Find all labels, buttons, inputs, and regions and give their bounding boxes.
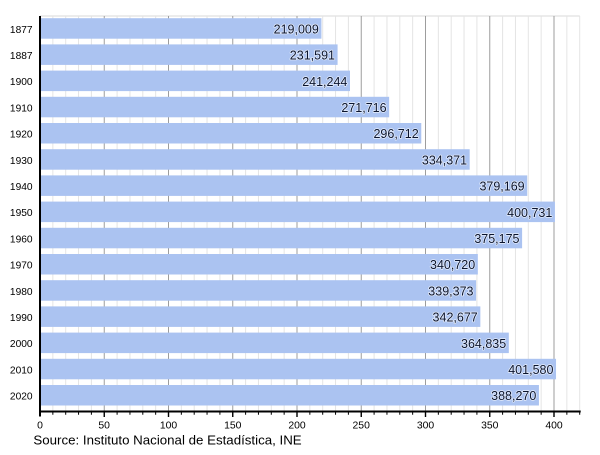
svg-text:1990: 1990 [10, 313, 33, 324]
svg-text:400,731: 400,731 [507, 206, 552, 220]
svg-text:2010: 2010 [10, 365, 33, 376]
svg-text:1950: 1950 [10, 208, 33, 219]
svg-text:1910: 1910 [10, 103, 33, 114]
svg-text:1930: 1930 [10, 156, 33, 167]
svg-text:0: 0 [37, 421, 43, 432]
svg-text:241,244: 241,244 [302, 75, 347, 89]
svg-text:1920: 1920 [10, 130, 33, 141]
svg-text:300: 300 [417, 421, 435, 432]
svg-text:339,373: 339,373 [428, 284, 473, 298]
svg-text:296,712: 296,712 [373, 127, 418, 141]
svg-text:1960: 1960 [10, 234, 33, 245]
svg-text:364,835: 364,835 [461, 337, 506, 351]
svg-text:100: 100 [160, 421, 178, 432]
svg-text:Source: Instituto Nacional de: Source: Instituto Nacional de Estadístic… [33, 432, 301, 447]
svg-text:334,371: 334,371 [422, 153, 467, 167]
svg-text:1970: 1970 [10, 261, 33, 272]
svg-text:400: 400 [545, 421, 563, 432]
svg-text:342,677: 342,677 [433, 311, 478, 325]
svg-text:1980: 1980 [10, 287, 33, 298]
svg-text:2020: 2020 [10, 392, 33, 403]
svg-text:1900: 1900 [10, 77, 33, 88]
svg-text:388,270: 388,270 [491, 389, 536, 403]
svg-text:375,175: 375,175 [474, 232, 519, 246]
svg-text:401,580: 401,580 [508, 363, 553, 377]
svg-text:1877: 1877 [10, 25, 33, 36]
svg-text:50: 50 [98, 421, 110, 432]
svg-text:271,716: 271,716 [341, 101, 386, 115]
svg-text:150: 150 [224, 421, 242, 432]
svg-text:379,169: 379,169 [479, 180, 524, 194]
svg-text:219,009: 219,009 [274, 22, 319, 36]
svg-text:231,591: 231,591 [290, 49, 335, 63]
svg-text:1887: 1887 [10, 51, 33, 62]
svg-text:200: 200 [288, 421, 306, 432]
svg-text:1940: 1940 [10, 182, 33, 193]
svg-text:350: 350 [481, 421, 499, 432]
svg-text:2000: 2000 [10, 339, 33, 350]
svg-text:340,720: 340,720 [430, 258, 475, 272]
svg-text:250: 250 [353, 421, 371, 432]
